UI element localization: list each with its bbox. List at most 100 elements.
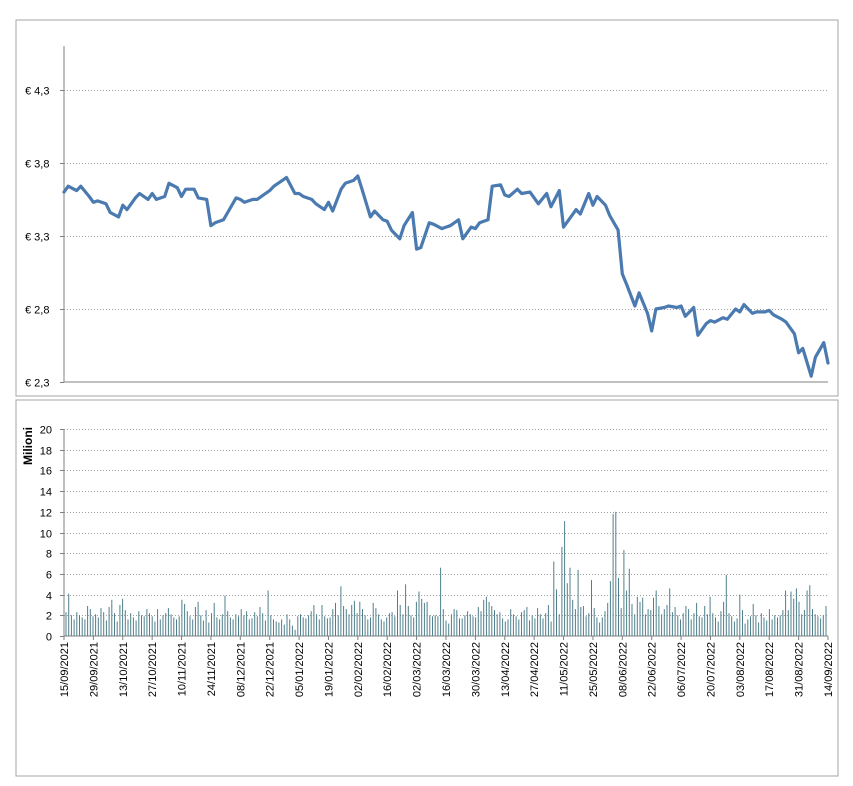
volume-x-tick-label: 31/08/2022 — [794, 642, 806, 697]
volume-bar — [353, 600, 355, 636]
volume-bar — [65, 612, 67, 636]
volume-bar — [194, 607, 196, 636]
volume-bar — [750, 616, 751, 636]
volume-x-tick-label: 15/09/2021 — [59, 642, 71, 697]
volume-bar — [415, 601, 417, 636]
volume-bar — [362, 609, 363, 636]
volume-x-tick-label: 29/09/2021 — [88, 642, 100, 697]
volume-bar — [394, 616, 396, 636]
volume-bar — [283, 624, 285, 636]
volume-y-tick-label: 16 — [40, 466, 52, 478]
volume-x-tick-label: 27/10/2021 — [147, 642, 159, 697]
volume-bar — [480, 611, 482, 636]
volume-bar — [496, 614, 498, 636]
volume-bar — [426, 601, 428, 636]
volume-bar — [626, 590, 628, 636]
volume-bar — [184, 603, 186, 636]
volume-bar — [197, 601, 199, 636]
volume-bar — [537, 608, 539, 636]
volume-x-tick-label: 02/03/2022 — [412, 642, 424, 697]
volume-bar — [248, 619, 250, 636]
volume-bar — [267, 590, 269, 636]
volume-bar — [211, 613, 212, 636]
price-y-axis: € 2,3 € 2,8 € 3,3 € 3,8 € 4,3 — [25, 46, 828, 390]
volume-bar — [264, 620, 266, 636]
volume-bar — [421, 598, 423, 636]
volume-bar — [356, 613, 358, 636]
volume-bar — [227, 611, 229, 636]
volume-y-tick-label: 0 — [46, 632, 52, 644]
volume-bar — [467, 611, 469, 636]
volume-bar — [232, 619, 234, 636]
volume-x-tick-label: 14/09/2022 — [823, 642, 835, 697]
volume-bar — [176, 619, 177, 636]
volume-bar — [790, 591, 792, 636]
volume-bar — [564, 521, 566, 636]
price-y-tick-label: € 2,3 — [25, 378, 49, 390]
volume-bar — [367, 619, 369, 636]
volume-bar — [806, 590, 808, 636]
volume-bar — [712, 613, 714, 636]
volume-bar — [742, 610, 743, 636]
volume-bar — [213, 602, 215, 636]
volume-bar — [491, 606, 493, 636]
volume-bar — [154, 621, 156, 636]
volume-bar — [644, 614, 646, 636]
volume-bar — [822, 615, 824, 636]
volume-x-tick-label: 08/06/2022 — [617, 642, 629, 697]
volume-bar — [521, 612, 522, 636]
volume-bar — [448, 623, 450, 636]
volume-bar — [817, 616, 819, 636]
volume-bar — [747, 619, 749, 636]
volume-bar — [224, 595, 226, 636]
volume-bar — [81, 617, 83, 636]
volume-bar — [402, 614, 404, 636]
volume-bar — [515, 616, 517, 636]
volume-bar — [531, 615, 533, 636]
volume-bar — [507, 619, 509, 636]
volume-bar — [706, 614, 708, 636]
volume-bar — [324, 616, 326, 636]
volume-bar — [820, 618, 822, 636]
volume-x-tick-label: 13/10/2021 — [118, 642, 130, 697]
volume-x-tick-label: 24/11/2021 — [206, 642, 218, 696]
volume-x-tick-label: 10/11/2021 — [177, 642, 189, 696]
volume-x-tick-label: 30/03/2022 — [470, 642, 482, 697]
volume-bar — [723, 601, 725, 636]
volume-bar — [200, 615, 202, 636]
volume-bar — [87, 606, 89, 636]
volume-bar — [736, 618, 738, 636]
volume-bar — [696, 602, 698, 636]
volume-bar — [127, 619, 129, 636]
volume-bar — [504, 621, 506, 636]
volume-bar — [825, 606, 827, 636]
volume-bar — [149, 613, 150, 636]
volume-bar — [68, 593, 70, 636]
volume-bar — [105, 620, 107, 636]
volume-bar — [785, 590, 787, 636]
volume-bar — [302, 617, 304, 636]
volume-bar — [386, 617, 388, 636]
volume-bar — [138, 611, 140, 636]
volume-bar — [601, 617, 603, 636]
volume-bar — [208, 622, 210, 636]
volume-x-tick-label: 03/08/2022 — [735, 642, 747, 697]
volume-bar — [418, 591, 420, 636]
volume-x-tick-label: 05/01/2022 — [294, 642, 306, 697]
volume-bar — [488, 601, 490, 636]
volume-bar — [375, 608, 377, 636]
volume-bar — [763, 617, 765, 636]
volume-bar — [348, 614, 350, 636]
volume-bar — [178, 616, 180, 636]
volume-bar — [620, 608, 622, 636]
volume-bar — [202, 620, 204, 636]
volume-bar — [639, 601, 641, 636]
price-line — [62, 174, 830, 378]
volume-y-tick-label: 8 — [46, 549, 52, 561]
volume-x-tick-label: 02/02/2022 — [353, 642, 365, 697]
volume-bar — [774, 615, 776, 636]
volume-bar — [108, 607, 110, 636]
volume-y-axis-title: Milioni — [21, 427, 35, 465]
volume-bar — [165, 613, 167, 636]
volume-bar — [275, 621, 277, 636]
